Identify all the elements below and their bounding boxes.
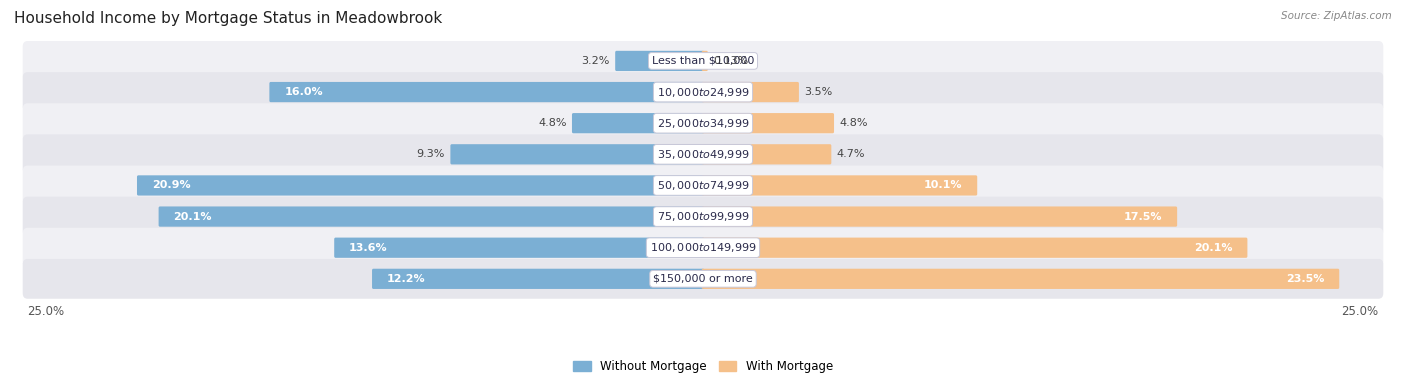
Text: Source: ZipAtlas.com: Source: ZipAtlas.com (1281, 11, 1392, 21)
FancyBboxPatch shape (702, 51, 707, 71)
Text: Less than $10,000: Less than $10,000 (652, 56, 754, 66)
Text: 12.2%: 12.2% (387, 274, 426, 284)
FancyBboxPatch shape (616, 51, 704, 71)
Text: 20.1%: 20.1% (1194, 243, 1233, 253)
Text: 4.7%: 4.7% (837, 149, 865, 159)
Text: $35,000 to $49,999: $35,000 to $49,999 (657, 148, 749, 161)
Text: 3.2%: 3.2% (582, 56, 610, 66)
FancyBboxPatch shape (572, 113, 704, 133)
Text: $75,000 to $99,999: $75,000 to $99,999 (657, 210, 749, 223)
Text: 17.5%: 17.5% (1123, 212, 1163, 222)
Text: $25,000 to $34,999: $25,000 to $34,999 (657, 117, 749, 130)
Text: 13.6%: 13.6% (349, 243, 388, 253)
Text: $50,000 to $74,999: $50,000 to $74,999 (657, 179, 749, 192)
FancyBboxPatch shape (22, 197, 1384, 237)
Text: 25.0%: 25.0% (28, 305, 65, 318)
FancyBboxPatch shape (22, 41, 1384, 81)
FancyBboxPatch shape (22, 259, 1384, 299)
Text: Household Income by Mortgage Status in Meadowbrook: Household Income by Mortgage Status in M… (14, 11, 443, 26)
FancyBboxPatch shape (702, 206, 1177, 227)
FancyBboxPatch shape (702, 144, 831, 164)
Text: $150,000 or more: $150,000 or more (654, 274, 752, 284)
Text: 0.13%: 0.13% (713, 56, 748, 66)
Text: 3.5%: 3.5% (804, 87, 832, 97)
Text: 9.3%: 9.3% (416, 149, 444, 159)
Text: 4.8%: 4.8% (538, 118, 567, 128)
FancyBboxPatch shape (450, 144, 704, 164)
FancyBboxPatch shape (22, 135, 1384, 174)
Text: $10,000 to $24,999: $10,000 to $24,999 (657, 85, 749, 99)
Text: $100,000 to $149,999: $100,000 to $149,999 (650, 241, 756, 254)
Text: 16.0%: 16.0% (284, 87, 323, 97)
FancyBboxPatch shape (22, 228, 1384, 268)
Text: 23.5%: 23.5% (1286, 274, 1324, 284)
Legend: Without Mortgage, With Mortgage: Without Mortgage, With Mortgage (568, 356, 838, 378)
FancyBboxPatch shape (270, 82, 704, 102)
FancyBboxPatch shape (373, 269, 704, 289)
Text: 10.1%: 10.1% (924, 180, 962, 191)
Text: 20.1%: 20.1% (173, 212, 212, 222)
Text: 25.0%: 25.0% (1341, 305, 1378, 318)
FancyBboxPatch shape (22, 103, 1384, 143)
FancyBboxPatch shape (702, 113, 834, 133)
FancyBboxPatch shape (702, 238, 1247, 258)
FancyBboxPatch shape (22, 72, 1384, 112)
FancyBboxPatch shape (702, 82, 799, 102)
FancyBboxPatch shape (159, 206, 704, 227)
Text: 20.9%: 20.9% (152, 180, 190, 191)
FancyBboxPatch shape (702, 269, 1340, 289)
Text: 4.8%: 4.8% (839, 118, 868, 128)
FancyBboxPatch shape (702, 175, 977, 195)
FancyBboxPatch shape (22, 166, 1384, 205)
FancyBboxPatch shape (136, 175, 704, 195)
FancyBboxPatch shape (335, 238, 704, 258)
